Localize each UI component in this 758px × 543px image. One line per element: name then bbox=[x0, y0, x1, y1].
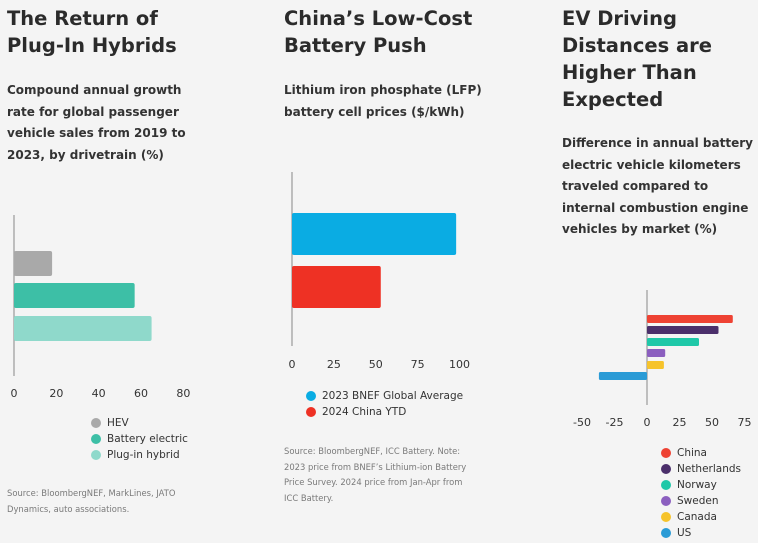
legend-item: Norway bbox=[661, 477, 741, 493]
x-tick-label: 100 bbox=[449, 358, 470, 371]
chart-subtitle: Lithium iron phosphate (LFP) battery cel… bbox=[284, 83, 482, 119]
legend-label: 2023 BNEF Global Average bbox=[322, 390, 464, 402]
x-tick-label: 75 bbox=[411, 358, 425, 371]
legend-item: Sweden bbox=[661, 493, 741, 509]
bar-norway bbox=[647, 338, 699, 346]
legend-item: HEV bbox=[91, 415, 188, 431]
legend-item: Battery electric bbox=[91, 431, 188, 447]
legend-swatch bbox=[661, 464, 671, 474]
legend-item: Canada bbox=[661, 509, 741, 525]
x-tick-label: 20 bbox=[49, 387, 63, 400]
legend-swatch bbox=[306, 391, 316, 401]
x-tick-label: 0 bbox=[289, 358, 296, 371]
legend-item: China bbox=[661, 445, 741, 461]
chart-title: The Return of Plug-In Hybrids bbox=[7, 7, 177, 57]
x-tick-label: 25 bbox=[327, 358, 341, 371]
legend-swatch bbox=[661, 496, 671, 506]
legend-swatch bbox=[91, 418, 101, 428]
legend-swatch bbox=[91, 450, 101, 460]
x-tick-label: 40 bbox=[92, 387, 106, 400]
bar-china bbox=[647, 315, 733, 323]
legend-label: HEV bbox=[107, 417, 129, 429]
legend-swatch bbox=[91, 434, 101, 444]
x-tick-label: 60 bbox=[134, 387, 148, 400]
legend-label: Battery electric bbox=[107, 433, 188, 445]
source-note: Source: BloombergNEF, MarkLines, JATO Dy… bbox=[7, 488, 176, 514]
chart-legend: China Netherlands Norway Sweden Canada US bbox=[661, 445, 741, 541]
bar-sweden bbox=[647, 349, 666, 357]
bar-battery-electric bbox=[14, 283, 135, 308]
chart-subtitle: Difference in annual battery electric ve… bbox=[562, 136, 753, 236]
x-tick-label: 25 bbox=[673, 416, 687, 429]
bar-chart-lfp-prices: 0 25 50 75 100 bbox=[289, 172, 470, 371]
x-tick-label: 0 bbox=[11, 387, 18, 400]
legend-swatch bbox=[306, 407, 316, 417]
x-tick-label: 80 bbox=[176, 387, 190, 400]
bar-canada bbox=[647, 361, 664, 369]
legend-label: Canada bbox=[677, 511, 717, 523]
bar-hev bbox=[14, 251, 53, 276]
chart-title: EV Driving Distances are Higher Than Exp… bbox=[562, 7, 713, 111]
x-tick-label: 0 bbox=[644, 416, 651, 429]
x-tick-label: -25 bbox=[606, 416, 624, 429]
x-tick-label: 50 bbox=[705, 416, 719, 429]
x-tick-label: 75 bbox=[738, 416, 752, 429]
legend-swatch bbox=[661, 528, 671, 538]
legend-item: 2023 BNEF Global Average bbox=[306, 388, 463, 404]
legend-item: Plug-in hybrid bbox=[91, 447, 188, 463]
legend-swatch bbox=[661, 480, 671, 490]
legend-label: Plug-in hybrid bbox=[107, 449, 180, 461]
bar-2024-china-ytd bbox=[292, 266, 381, 308]
chart-legend: HEV Battery electric Plug-in hybrid bbox=[91, 415, 188, 463]
bar-chart-ev-km-difference: -50 -25 0 25 50 75 bbox=[573, 290, 752, 429]
legend-label: Netherlands bbox=[677, 463, 742, 475]
legend-swatch bbox=[661, 448, 671, 458]
bar-chart-drivetrain-cagr: 0 20 40 60 80 bbox=[11, 215, 190, 400]
bar-2023-bnef-global-average bbox=[292, 213, 457, 255]
legend-item: 2024 China YTD bbox=[306, 404, 463, 420]
x-tick-label: -50 bbox=[573, 416, 591, 429]
panel-battery-prices: China’s Low-Cost Battery Push Lithium ir… bbox=[284, 7, 482, 503]
legend-label: US bbox=[677, 527, 692, 539]
x-tick-label: 50 bbox=[369, 358, 383, 371]
chart-subtitle: Compound annual growth rate for global p… bbox=[7, 83, 186, 162]
legend-label: 2024 China YTD bbox=[322, 406, 407, 418]
legend-label: Norway bbox=[677, 479, 717, 491]
legend-label: Sweden bbox=[677, 495, 719, 507]
source-note: Source: BloombergNEF, ICC Battery. Note:… bbox=[284, 446, 467, 503]
legend-item: Netherlands bbox=[661, 461, 741, 477]
panel-plugin-hybrids: The Return of Plug-In Hybrids Compound a… bbox=[0, 0, 250, 543]
bar-plug-in-hybrid bbox=[14, 316, 152, 341]
bar-netherlands bbox=[647, 326, 719, 334]
chart-title: China’s Low-Cost Battery Push bbox=[284, 7, 473, 57]
legend-swatch bbox=[661, 512, 671, 522]
bar-us bbox=[598, 372, 647, 380]
chart-legend: 2023 BNEF Global Average 2024 China YTD bbox=[306, 388, 463, 420]
legend-item: US bbox=[661, 525, 741, 541]
legend-label: China bbox=[677, 447, 707, 459]
